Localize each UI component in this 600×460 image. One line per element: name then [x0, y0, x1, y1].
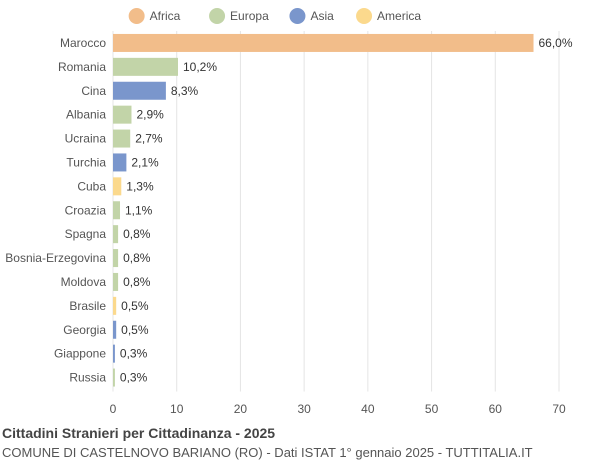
category-label-cina: Cina	[81, 84, 106, 98]
value-label-giappone: 0,3%	[120, 347, 148, 361]
value-label-ucraina: 2,7%	[135, 132, 163, 146]
value-label-spagna: 0,8%	[123, 227, 151, 241]
value-labels: 66,0% 10,2% 8,3% 2,9% 2,7% 2,1% 1,3% 1,1% 0,8% 0,…	[120, 36, 573, 385]
bar-giappone	[113, 344, 115, 363]
x-tick-label-40: 40	[361, 402, 375, 416]
x-tick-label-70: 70	[552, 402, 566, 416]
legend-marker-africa	[128, 8, 145, 24]
legend-marker-america	[356, 8, 373, 24]
category-label-georgia: Georgia	[63, 323, 106, 337]
category-label-romania: Romania	[58, 60, 106, 74]
bar-turchia	[113, 153, 127, 172]
category-label-ucraina: Ucraina	[65, 132, 107, 146]
category-label-moldova: Moldova	[61, 275, 107, 289]
value-label-brasile: 0,5%	[121, 299, 149, 313]
x-tick-label-10: 10	[170, 402, 184, 416]
chart-title: Cittadini Stranieri per Cittadinanza - 2…	[2, 425, 276, 441]
legend-marker-europa	[209, 8, 226, 24]
bar-croazia	[113, 201, 121, 220]
legend-label-asia: Asia	[310, 9, 334, 23]
category-label-croazia: Croazia	[65, 203, 107, 217]
category-label-brasile: Brasile	[69, 299, 106, 313]
bar-cuba	[113, 177, 122, 196]
bar-russia	[113, 368, 115, 387]
y-axis-labels: Marocco Romania Cina Albania Ucraina Turchia C…	[5, 36, 106, 385]
bar-marocco	[113, 33, 534, 52]
x-tick-label-30: 30	[297, 402, 311, 416]
x-tick-label-20: 20	[234, 402, 248, 416]
value-label-albania: 2,9%	[136, 108, 164, 122]
bar-bosnia-erzegovina	[113, 249, 119, 268]
value-label-cuba: 1,3%	[126, 179, 154, 193]
bar-romania	[113, 57, 178, 76]
value-label-turchia: 2,1%	[131, 155, 159, 169]
chart-subtitle: COMUNE DI CASTELNOVO BARIANO (RO) - Dati…	[2, 445, 533, 460]
value-label-croazia: 1,1%	[125, 203, 153, 217]
category-label-albania: Albania	[66, 108, 106, 122]
bar-spagna	[113, 225, 119, 244]
bar-albania	[113, 105, 132, 124]
value-label-russia: 0,3%	[120, 371, 148, 385]
value-label-marocco: 66,0%	[539, 36, 573, 50]
x-tick-label-0: 0	[110, 402, 117, 416]
legend-label-america: America	[377, 9, 421, 23]
category-label-spagna: Spagna	[65, 227, 107, 241]
value-label-romania: 10,2%	[183, 60, 217, 74]
bar-ucraina	[113, 129, 131, 148]
value-label-georgia: 0,5%	[121, 323, 149, 337]
category-label-turchia: Turchia	[66, 155, 106, 169]
value-label-bosnia-erzegovina: 0,8%	[123, 251, 151, 265]
legend-label-europa: Europa	[230, 9, 269, 23]
bar-moldova	[113, 272, 119, 291]
bar-chart: Africa Europa Asia America Marocco Romania Ci…	[5, 8, 573, 416]
bar-brasile	[113, 296, 117, 315]
chart-bars	[113, 33, 534, 387]
bar-cina	[113, 81, 166, 100]
category-label-marocco: Marocco	[60, 36, 106, 50]
category-label-giappone: Giappone	[54, 347, 106, 361]
chart-legend: Africa Europa Asia America	[128, 8, 421, 24]
bar-georgia	[113, 320, 117, 339]
category-label-bosnia-erzegovina: Bosnia-Erzegovina	[5, 251, 106, 265]
category-label-cuba: Cuba	[77, 179, 106, 193]
legend-marker-asia	[289, 8, 306, 24]
category-label-russia: Russia	[69, 371, 106, 385]
x-axis-ticks: 0 10 20 30 40 50 60 70	[110, 402, 566, 416]
legend-label-africa: Africa	[150, 9, 181, 23]
value-label-moldova: 0,8%	[123, 275, 151, 289]
x-tick-label-60: 60	[489, 402, 503, 416]
x-tick-label-50: 50	[425, 402, 439, 416]
chart-gridlines	[112, 31, 560, 392]
value-label-cina: 8,3%	[171, 84, 199, 98]
